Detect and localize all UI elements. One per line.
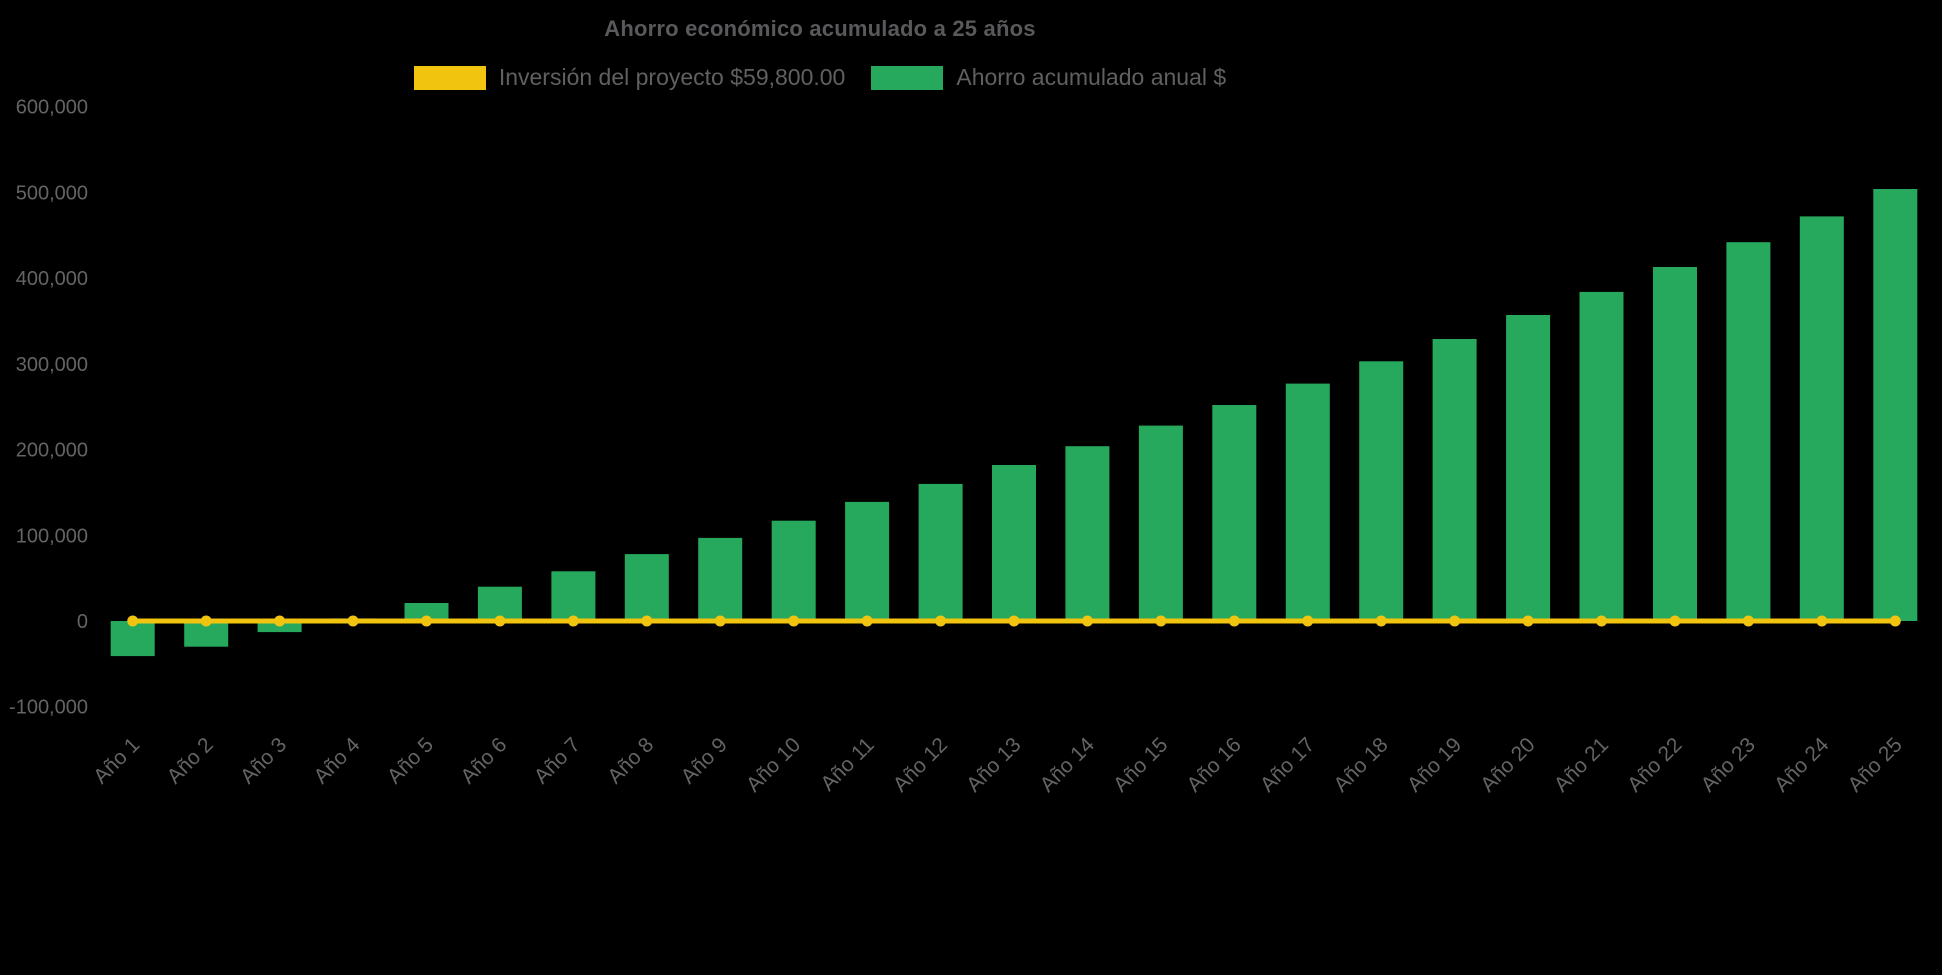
investment-line-point <box>1742 615 1754 627</box>
investment-line-point <box>1889 615 1901 627</box>
savings-bar <box>992 465 1036 621</box>
savings-bar <box>257 621 302 633</box>
chart-legend: Inversión del proyecto $59,800.00 Ahorro… <box>0 64 1640 91</box>
savings-bar <box>1359 361 1404 621</box>
investment-line-point <box>1081 615 1093 627</box>
savings-bar <box>1873 189 1918 621</box>
x-axis-tick-label: Año 18 <box>1329 733 1392 796</box>
investment-line-point <box>1449 615 1461 627</box>
y-axis-tick-label: 0 <box>77 611 88 633</box>
x-axis-tick-label: Año 23 <box>1697 733 1760 796</box>
y-axis-tick-label: 300,000 <box>16 354 88 376</box>
x-axis-tick-label: Año 25 <box>1843 733 1906 796</box>
x-axis-tick-label: Año 1 <box>89 733 144 788</box>
y-axis-tick-label: 400,000 <box>16 268 88 290</box>
x-axis-tick-label: Año 3 <box>236 733 291 788</box>
chart-header: Ahorro económico acumulado a 25 años <box>0 16 1640 42</box>
x-axis-tick-label: Año 17 <box>1256 733 1319 796</box>
legend-item-savings[interactable]: Ahorro acumulado anual $ <box>871 64 1226 91</box>
x-axis-tick-label: Año 8 <box>603 733 658 788</box>
y-axis-tick-label: 100,000 <box>16 525 88 547</box>
investment-line-point <box>200 615 212 627</box>
savings-bar <box>771 520 816 621</box>
savings-bar <box>404 603 449 621</box>
savings-bar <box>624 554 669 621</box>
x-axis-tick-label: Año 7 <box>530 733 585 788</box>
x-axis-tick-label: Año 2 <box>163 733 218 788</box>
savings-bar <box>477 586 522 621</box>
savings-bar <box>1726 242 1771 621</box>
x-axis-tick-label: Año 19 <box>1403 733 1466 796</box>
investment-line-point <box>1596 615 1608 627</box>
investment-line-point <box>641 615 653 627</box>
investment-line-point <box>420 615 432 627</box>
x-axis-tick-label: Año 13 <box>962 733 1025 796</box>
investment-line-point <box>1155 615 1167 627</box>
investment-line-point <box>494 615 506 627</box>
chart-title: Ahorro económico acumulado a 25 años <box>604 16 1036 41</box>
legend-label-savings: Ahorro acumulado anual $ <box>956 64 1227 90</box>
investment-line-point <box>1375 615 1387 627</box>
investment-line-point <box>347 615 359 627</box>
x-axis-tick-label: Año 5 <box>383 733 438 788</box>
savings-bar <box>110 621 155 657</box>
investment-line-point <box>935 615 947 627</box>
investment-line-point <box>1008 615 1020 627</box>
legend-swatch-savings <box>871 65 944 90</box>
savings-bar <box>1506 315 1551 621</box>
x-axis-tick-label: Año 16 <box>1183 733 1246 796</box>
investment-line-point <box>1522 615 1534 627</box>
savings-bar <box>1212 405 1257 621</box>
y-axis-tick-label: -100,000 <box>9 697 88 719</box>
x-axis-tick-label: Año 15 <box>1109 733 1172 796</box>
investment-line-point <box>127 615 139 627</box>
x-axis-tick-label: Año 20 <box>1476 733 1539 796</box>
savings-bar <box>918 483 963 621</box>
savings-bar <box>1799 216 1844 621</box>
x-axis-tick-label: Año 14 <box>1036 733 1100 797</box>
savings-bar <box>1432 339 1477 621</box>
y-axis-tick-label: 600,000 <box>16 97 88 119</box>
savings-bar <box>1579 291 1624 621</box>
y-axis-tick-label: 200,000 <box>16 440 88 462</box>
x-axis-tick-label: Año 24 <box>1770 733 1834 797</box>
x-axis-tick-label: Año 11 <box>816 733 878 795</box>
savings-bar <box>551 571 596 621</box>
x-axis-tick-label: Año 4 <box>309 733 364 788</box>
x-axis-tick-label: Año 10 <box>742 733 805 796</box>
investment-line-point <box>1816 615 1828 627</box>
investment-line-point <box>1302 615 1314 627</box>
savings-bar <box>1138 425 1183 621</box>
investment-line-point <box>567 615 579 627</box>
savings-bar <box>1653 267 1697 621</box>
savings-bar <box>845 501 890 621</box>
savings-bar <box>698 537 743 621</box>
investment-line-point <box>274 615 286 627</box>
savings-bar <box>1285 383 1330 621</box>
x-axis-tick-label: Año 22 <box>1623 733 1686 796</box>
legend-item-investment[interactable]: Inversión del proyecto $59,800.00 <box>413 64 846 91</box>
x-axis-tick-label: Año 6 <box>456 733 511 788</box>
savings-bar <box>1065 446 1110 621</box>
investment-line-point <box>714 615 726 627</box>
investment-line-point <box>788 615 800 627</box>
x-axis-tick-label: Año 9 <box>677 733 732 788</box>
investment-line-point <box>1669 615 1681 627</box>
investment-line-point <box>1228 615 1240 627</box>
y-axis-tick-label: 500,000 <box>16 182 88 204</box>
legend-swatch-investment <box>413 65 486 90</box>
investment-line-point <box>861 615 873 627</box>
legend-label-investment: Inversión del proyecto $59,800.00 <box>498 64 846 90</box>
x-axis-tick-label: Año 21 <box>1550 733 1613 796</box>
x-axis-tick-label: Año 12 <box>889 733 952 796</box>
